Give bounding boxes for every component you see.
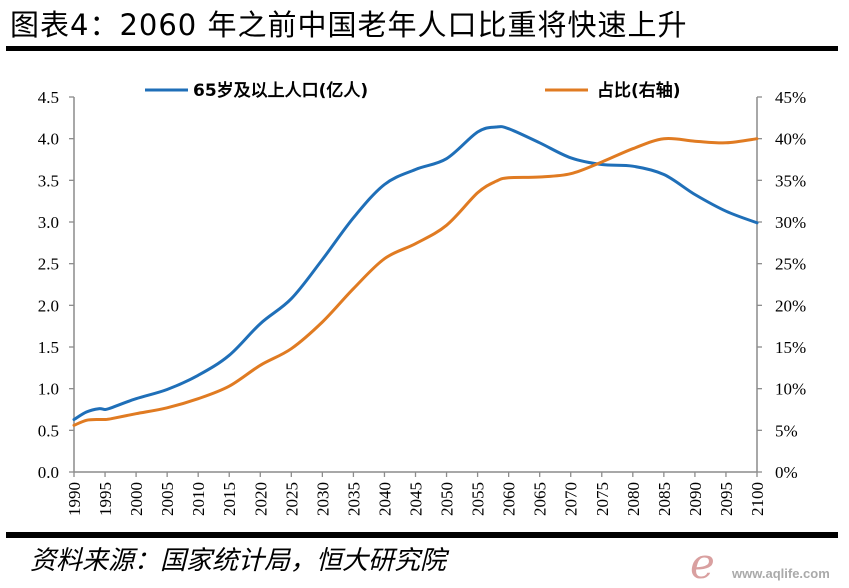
chart-title: 图表4：2060 年之前中国老年人口比重将快速上升 — [10, 8, 688, 42]
right-tick-label: 40% — [775, 130, 806, 149]
right-tick-label: 30% — [775, 213, 806, 232]
left-tick-label: 3.5 — [38, 171, 59, 190]
x-tick-label: 2030 — [313, 482, 332, 516]
x-tick-label: 2085 — [655, 482, 674, 516]
legend: 65岁及以上人口(亿人) 占比(右轴) — [145, 80, 681, 101]
x-tick-label: 2020 — [251, 482, 270, 516]
axes: 0.0 0.5 1.0 1.5 2.0 2.5 3.0 3.5 4.0 4.5 0% 5% 10% 15%… — [38, 88, 806, 516]
x-tick-label: 1990 — [65, 482, 84, 516]
title-rule — [6, 46, 838, 51]
x-tick-label: 2050 — [438, 482, 457, 516]
x-tick-label: 2075 — [593, 482, 612, 516]
x-tick-label: 2035 — [344, 482, 363, 516]
x-tick-label: 2060 — [500, 482, 519, 516]
source-rule — [6, 532, 440, 538]
right-tick-label: 45% — [775, 88, 806, 107]
left-tick-label: 4.5 — [38, 88, 59, 107]
x-tick-label: 1995 — [96, 482, 115, 516]
x-tick-label: 2040 — [375, 482, 394, 516]
left-tick-label: 2.5 — [38, 255, 59, 274]
watermark-logo: e www.aqlife.com — [690, 539, 840, 588]
watermark-e-icon: e — [690, 539, 715, 588]
x-tick-label: 2005 — [158, 482, 177, 516]
x-tick-label: 2000 — [127, 482, 146, 516]
left-tick-label: 2.0 — [38, 296, 59, 315]
x-tick-label: 2095 — [717, 482, 736, 516]
x-tick-label: 2045 — [407, 482, 426, 516]
right-tick-label: 20% — [775, 296, 806, 315]
left-tick-label: 4.0 — [38, 130, 59, 149]
x-tick-label: 2055 — [469, 482, 488, 516]
series-line-2 — [72, 136, 759, 427]
left-tick-label: 0.0 — [38, 463, 59, 482]
left-tick-label: 1.5 — [38, 338, 59, 357]
series-lines — [72, 125, 759, 427]
source-rule-right — [438, 532, 838, 538]
x-tick-label: 2070 — [562, 482, 581, 516]
right-tick-label: 25% — [775, 255, 806, 274]
right-tick-label: 5% — [775, 421, 798, 440]
right-tick-label: 35% — [775, 171, 806, 190]
legend-label-series-1: 65岁及以上人口(亿人) — [193, 80, 368, 101]
x-tick-label: 2025 — [282, 482, 301, 516]
right-tick-label: 10% — [775, 380, 806, 399]
left-tick-label: 0.5 — [38, 421, 59, 440]
series-line-1 — [72, 125, 759, 421]
watermark-url: www.aqlife.com — [732, 566, 830, 581]
right-tick-label: 15% — [775, 338, 806, 357]
left-tick-label: 3.0 — [38, 213, 59, 232]
x-tick-label: 2080 — [624, 482, 643, 516]
x-tick-label: 2100 — [748, 482, 767, 516]
x-tick-label: 2065 — [531, 482, 550, 516]
legend-label-series-2: 占比(右轴) — [597, 80, 681, 101]
source-note: 资料来源：国家统计局，恒大研究院 — [30, 546, 447, 576]
x-tick-label: 2090 — [686, 482, 705, 516]
x-tick-label: 2015 — [220, 482, 239, 516]
left-tick-label: 1.0 — [38, 380, 59, 399]
x-tick-label: 2010 — [189, 482, 208, 516]
right-tick-label: 0% — [775, 463, 798, 482]
